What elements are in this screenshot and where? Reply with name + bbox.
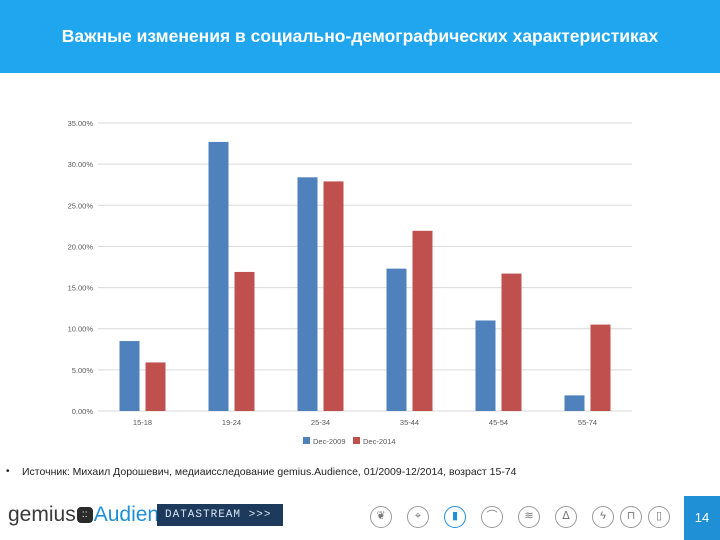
y-tick-label: 20.00% xyxy=(68,242,94,251)
x-tick-label: 35-44 xyxy=(400,418,419,427)
bar-dec-2009-55-74 xyxy=(564,395,585,411)
legend-swatch-dec-2014 xyxy=(353,437,360,444)
gemius-audience-logo: gemius:: Audience xyxy=(8,503,181,527)
device-icon: ▯ xyxy=(648,506,670,528)
page-number: 14 xyxy=(684,496,720,540)
source-note: Источник: Михаил Дорошевич, медиаисследо… xyxy=(22,466,517,478)
x-tick-label: 15-18 xyxy=(133,418,152,427)
wifi-icon: ≋ xyxy=(518,506,540,528)
y-tick-label: 5.00% xyxy=(72,366,94,375)
logo-dot-mark: :: xyxy=(76,507,93,524)
bar-dec-2009-15-18 xyxy=(119,341,140,411)
bar-dec-2014-15-18 xyxy=(145,362,166,411)
bar-dec-2009-35-44 xyxy=(386,268,407,411)
bar-dec-2014-19-24 xyxy=(234,271,255,411)
legend-label: Dec-2014 xyxy=(363,437,396,446)
bar-dec-2009-19-24 xyxy=(208,141,229,411)
bird-icon: ⌒ xyxy=(481,506,503,528)
age-distribution-bar-chart: 0.00% 5.00% 10.00% 15.00% 20.00% 25.00% 30.00%… xyxy=(68,119,632,446)
legend-swatch-dec-2009 xyxy=(303,437,310,444)
y-tick-label: 10.00% xyxy=(68,325,94,334)
y-tick-label: 0.00% xyxy=(72,407,94,416)
footer-icon-row: ❦ ⌖ ▮ ⌒ ≋ ᐃ ϟ ⊓ ▯ xyxy=(370,506,680,532)
source-bullet: • xyxy=(6,466,10,477)
bar-dec-2014-45-54 xyxy=(501,273,522,411)
bar-dec-2009-25-34 xyxy=(297,177,318,411)
bar-dec-2014-35-44 xyxy=(412,230,433,411)
bolt-icon: ϟ xyxy=(592,506,614,528)
x-tick-label: 45-54 xyxy=(489,418,508,427)
cart-icon: ⊓ xyxy=(620,506,642,528)
datastream-badge: DATASTREAM >>> xyxy=(157,504,283,526)
bar-chart-icon: ▮ xyxy=(444,506,466,528)
y-tick-label: 35.00% xyxy=(68,119,94,128)
x-tick-label: 25-34 xyxy=(311,418,330,427)
legend-label: Dec-2009 xyxy=(313,437,346,446)
bar-dec-2009-45-54 xyxy=(475,320,496,411)
logo-text-gemius: gemius xyxy=(8,503,76,526)
x-tick-label: 19-24 xyxy=(222,418,241,427)
y-tick-label: 30.00% xyxy=(68,160,94,169)
slide-title: Важные изменения в социально-демографиче… xyxy=(61,26,659,46)
flame-icon: ᐃ xyxy=(555,506,577,528)
y-tick-label: 15.00% xyxy=(68,284,94,293)
x-tick-label: 55-74 xyxy=(578,418,597,427)
location-pin-icon: ⌖ xyxy=(407,506,429,528)
y-tick-label: 25.00% xyxy=(68,201,94,210)
bar-dec-2014-25-34 xyxy=(323,181,344,411)
slide-header: Важные изменения в социально-демографиче… xyxy=(0,0,720,73)
bar-dec-2014-55-74 xyxy=(590,324,611,411)
leaf-icon: ❦ xyxy=(370,506,392,528)
